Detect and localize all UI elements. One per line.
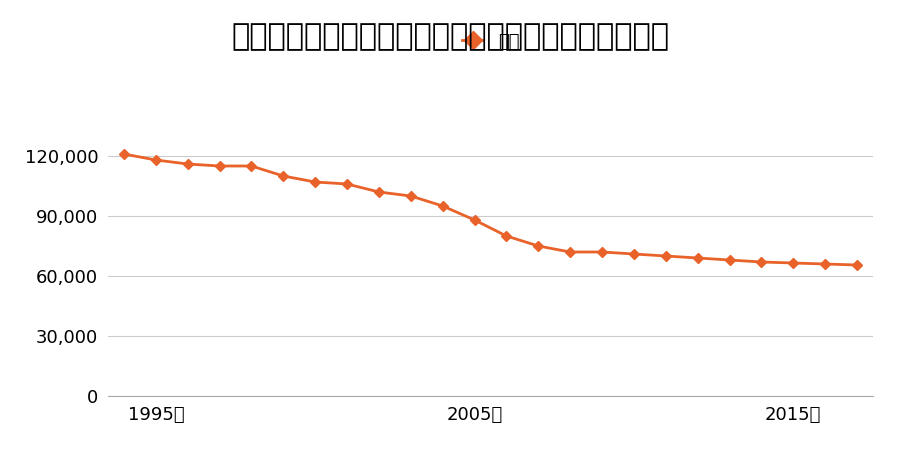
価格 xyxy=(374,189,384,195)
価格 xyxy=(788,260,798,265)
価格 xyxy=(214,163,225,169)
Text: 愛知県知多郡武豊町字中根４丁目２２番外の地価推移: 愛知県知多郡武豊町字中根４丁目２２番外の地価推移 xyxy=(231,22,669,51)
価格 xyxy=(405,194,416,199)
価格 xyxy=(533,243,544,249)
価格 xyxy=(501,233,512,238)
価格 xyxy=(437,203,448,209)
価格 xyxy=(342,181,353,187)
価格 xyxy=(661,253,671,259)
価格 xyxy=(628,251,639,256)
価格 xyxy=(278,173,289,179)
価格 xyxy=(597,249,608,255)
Line: 価格: 価格 xyxy=(121,151,860,269)
価格 xyxy=(150,158,161,163)
価格 xyxy=(469,217,480,223)
価格 xyxy=(119,151,130,157)
価格 xyxy=(756,259,767,265)
Legend: 価格: 価格 xyxy=(462,32,519,51)
価格 xyxy=(246,163,256,169)
価格 xyxy=(310,179,320,184)
価格 xyxy=(692,255,703,261)
価格 xyxy=(851,262,862,268)
価格 xyxy=(820,261,831,267)
価格 xyxy=(565,249,576,255)
価格 xyxy=(183,161,194,166)
価格 xyxy=(724,257,735,263)
